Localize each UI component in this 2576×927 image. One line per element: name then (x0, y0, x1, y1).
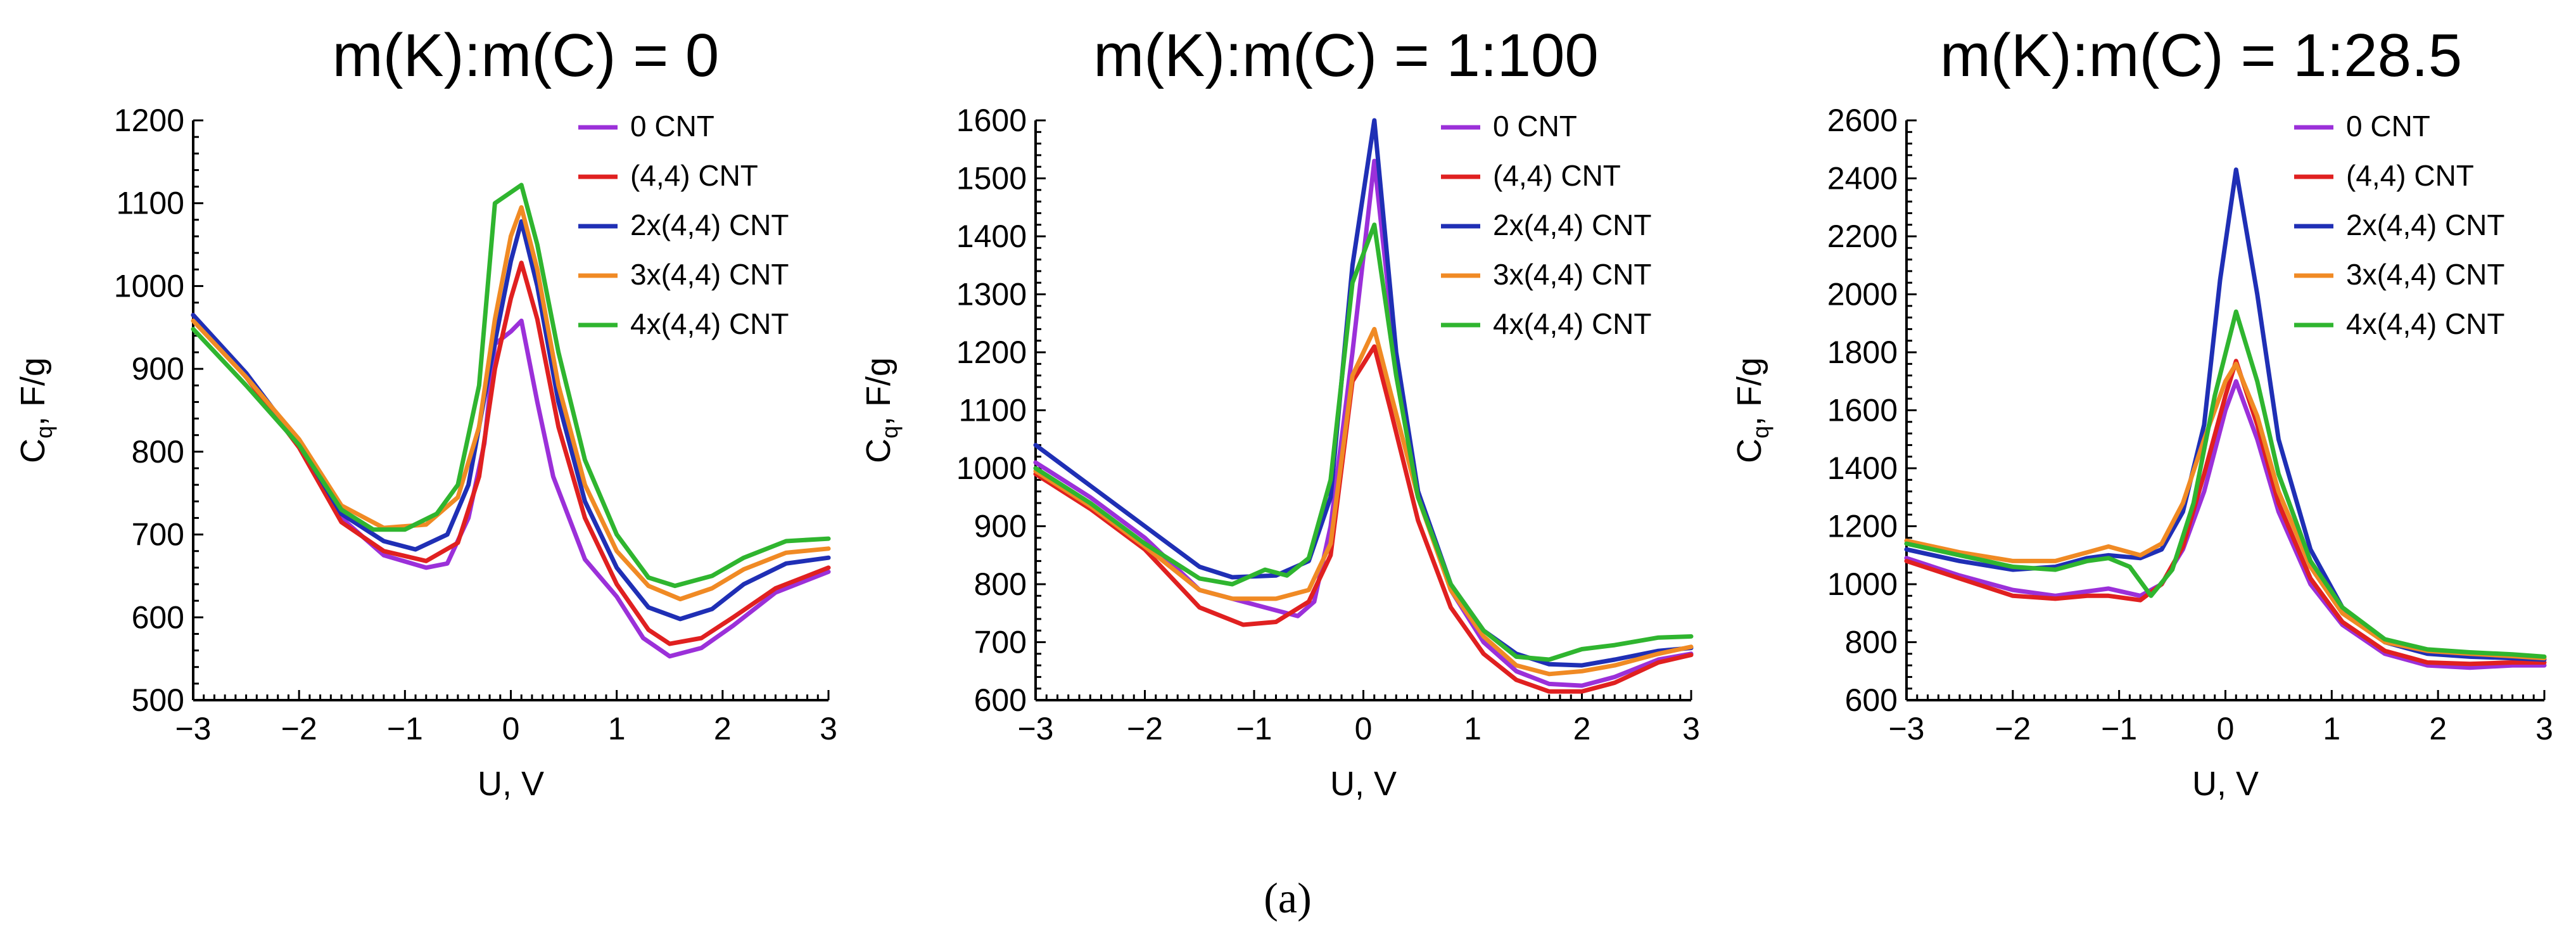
legend-label: 2x(4,4) CNT (1493, 208, 1651, 241)
x-tick-label: 3 (1682, 711, 1700, 746)
y-tick-label: 800 (974, 566, 1027, 602)
panel-k-c-0: m(K):m(C) = 0500600700800900100011001200… (14, 22, 837, 803)
legend-label: 2x(4,4) CNT (2346, 208, 2504, 241)
y-axis-label: Cq, F/g (860, 357, 903, 463)
y-tick-label: 600 (132, 599, 184, 635)
y-tick-label: 700 (132, 517, 184, 553)
x-tick-label: −1 (387, 711, 423, 746)
y-tick-label: 2000 (1827, 277, 1898, 312)
y-tick-label: 500 (132, 682, 184, 718)
y-tick-label: 1400 (1827, 451, 1898, 486)
series-line-1 (191, 260, 831, 646)
legend-label: 3x(4,4) CNT (1493, 258, 1651, 291)
y-tick-label: 1800 (1827, 335, 1898, 370)
legend-label: 3x(4,4) CNT (2346, 258, 2504, 291)
y-tick-label: 1100 (116, 186, 184, 221)
x-tick-label: 2 (2429, 711, 2447, 746)
series-line-4 (1033, 222, 1694, 662)
x-tick-label: −3 (1017, 711, 1053, 746)
y-tick-label: 1200 (114, 103, 184, 138)
y-tick-label: 800 (1845, 625, 1898, 660)
chart-title: m(K):m(C) = 0 (333, 22, 720, 89)
x-tick-label: 0 (2217, 711, 2235, 746)
chart-title: m(K):m(C) = 1:28.5 (1940, 22, 2462, 89)
series-line-4 (191, 182, 831, 589)
y-tick-label: 1000 (1827, 566, 1898, 602)
x-axis-label: U, V (1330, 765, 1397, 803)
series-line-0 (191, 312, 831, 659)
y-tick-label: 600 (974, 682, 1027, 718)
y-tick-label: 1600 (956, 103, 1027, 138)
y-tick-label: 1400 (956, 219, 1027, 254)
series-line-3 (191, 205, 831, 601)
legend-label: 0 CNT (1493, 110, 1577, 143)
x-tick-label: 3 (820, 711, 837, 746)
series-line-4 (1904, 309, 2547, 659)
y-tick-label: 1200 (1827, 509, 1898, 544)
x-tick-label: 1 (1464, 711, 1482, 746)
y-tick-label: 1600 (1827, 393, 1898, 428)
legend-label: 2x(4,4) CNT (630, 208, 789, 241)
y-tick-label: 900 (974, 509, 1027, 544)
legend-label: 0 CNT (630, 110, 714, 143)
y-tick-label: 2400 (1827, 161, 1898, 196)
y-axis-label: Cq, F/g (1730, 357, 1773, 463)
y-tick-label: 700 (974, 625, 1027, 660)
x-tick-label: 3 (2535, 711, 2553, 746)
chart-title: m(K):m(C) = 1:100 (1093, 22, 1598, 89)
legend-label: 4x(4,4) CNT (2346, 307, 2504, 340)
x-tick-label: −2 (1995, 711, 2031, 746)
x-tick-label: 2 (1573, 711, 1591, 746)
legend-label: 3x(4,4) CNT (630, 258, 789, 291)
series-line-1 (1033, 344, 1694, 694)
series-line-2 (191, 219, 831, 622)
legend-label: (4,4) CNT (2346, 159, 2474, 192)
x-tick-label: −3 (175, 711, 211, 746)
x-tick-label: 0 (1355, 711, 1373, 746)
series-line-3 (1033, 326, 1694, 677)
legend-label: 0 CNT (2346, 110, 2430, 143)
series-line-1 (1904, 359, 2547, 667)
x-axis-label: U, V (478, 765, 544, 803)
x-tick-label: 1 (608, 711, 626, 746)
y-tick-label: 1000 (956, 451, 1027, 486)
y-tick-label: 1500 (956, 161, 1027, 196)
legend-label: (4,4) CNT (1493, 159, 1621, 192)
y-tick-label: 800 (132, 434, 184, 470)
series-line-0 (1904, 379, 2547, 670)
x-tick-label: −1 (2101, 711, 2137, 746)
x-tick-label: 0 (502, 711, 520, 746)
y-axis-label: Cq, F/g (14, 357, 57, 463)
x-axis-label: U, V (2192, 765, 2259, 803)
figure-caption: (a) (1264, 874, 1311, 922)
x-tick-label: 1 (2323, 711, 2340, 746)
x-tick-label: −1 (1236, 711, 1272, 746)
y-tick-label: 1200 (956, 335, 1027, 370)
y-tick-label: 600 (1845, 682, 1898, 718)
x-tick-label: −2 (1127, 711, 1163, 746)
y-tick-label: 1100 (958, 393, 1027, 428)
legend-label: 4x(4,4) CNT (630, 307, 789, 340)
y-tick-label: 900 (132, 351, 184, 387)
y-tick-label: 2600 (1827, 103, 1898, 138)
y-tick-label: 2200 (1827, 219, 1898, 254)
x-tick-label: 2 (714, 711, 732, 746)
series-line-2 (1033, 118, 1694, 668)
legend-label: (4,4) CNT (630, 159, 758, 192)
x-tick-label: −3 (1888, 711, 1924, 746)
y-tick-label: 1000 (114, 268, 184, 304)
panel-k-c-1-28-5: m(K):m(C) = 1:28.5 600 800 1000 1200 1400 1600… (1730, 22, 2553, 803)
legend-label: 4x(4,4) CNT (1493, 307, 1651, 340)
y-tick-label: 1300 (956, 277, 1027, 312)
x-tick-label: −2 (281, 711, 317, 746)
panel-k-c-1-100: m(K):m(C) = 1:10060070080090010001100120… (860, 22, 1700, 803)
